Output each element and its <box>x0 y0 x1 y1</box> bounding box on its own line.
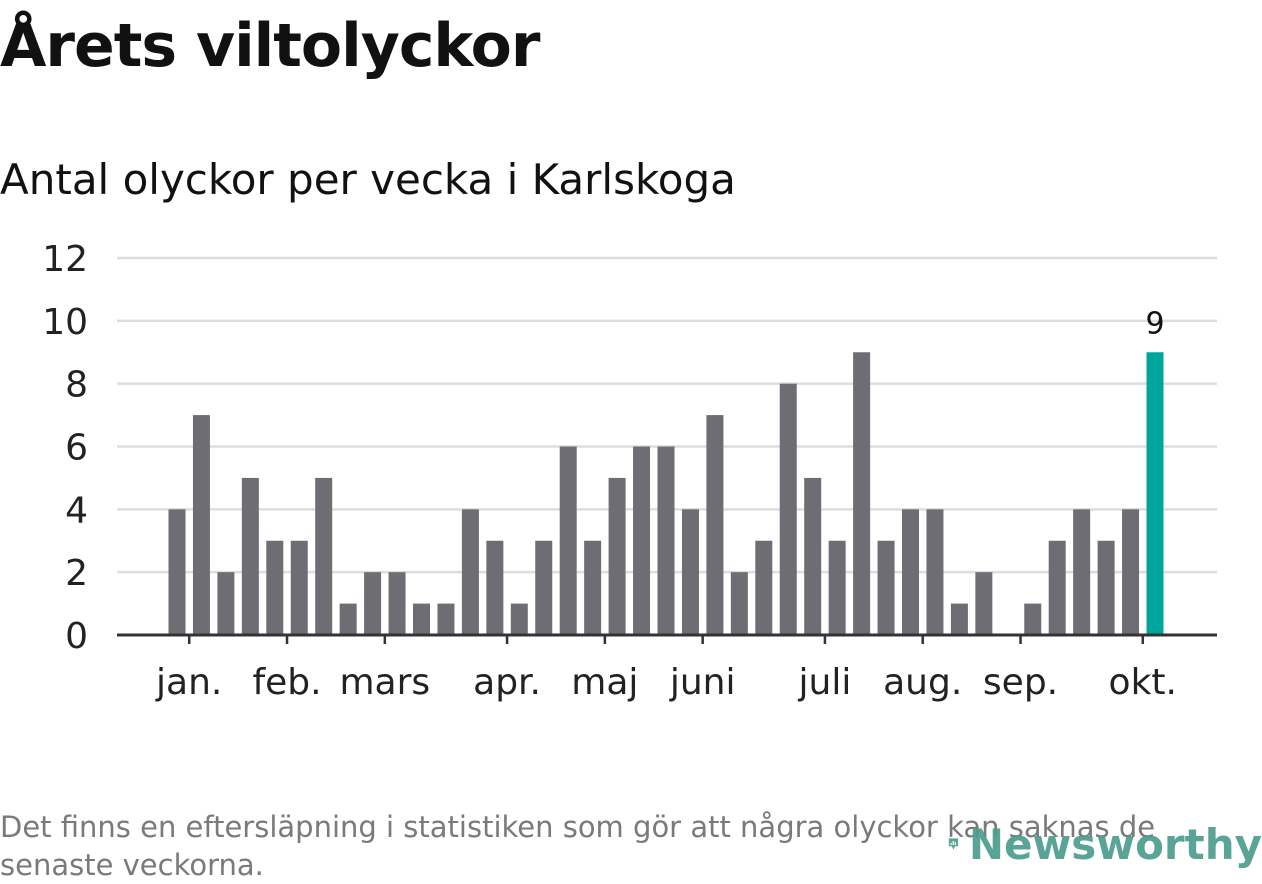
x-tick-label: juli <box>798 662 852 703</box>
bar <box>804 477 822 635</box>
bar <box>388 572 406 635</box>
bar <box>706 415 724 635</box>
y-axis-ticks: 0 2 4 6 8 10 12 <box>42 239 88 657</box>
bar <box>437 603 455 635</box>
brand-name: Newsworthy <box>968 819 1262 869</box>
bar <box>339 603 357 635</box>
y-tick-label: 10 <box>42 302 88 343</box>
brand-logo: Newsworthy <box>948 812 1262 876</box>
bar <box>853 352 871 635</box>
newsworthy-logo-icon <box>948 838 958 850</box>
bar <box>413 603 430 635</box>
bar <box>608 477 626 635</box>
bar <box>633 446 651 635</box>
bar <box>1024 603 1042 635</box>
bar <box>192 415 210 635</box>
bar <box>730 572 748 635</box>
bar <box>1122 509 1140 635</box>
x-tick-label: feb. <box>252 662 321 703</box>
x-tick-label: mars <box>339 662 430 703</box>
x-tick-label: jan. <box>155 662 222 703</box>
bar <box>461 509 479 635</box>
bar <box>657 446 675 635</box>
bar <box>168 509 186 635</box>
bar <box>779 383 797 635</box>
bar <box>266 540 284 635</box>
bar <box>510 603 528 635</box>
footnote: Det finns en eftersläpning i statistiken… <box>0 810 1156 882</box>
x-tick-label: aug. <box>883 662 962 703</box>
y-tick-label: 0 <box>65 616 88 657</box>
y-tick-label: 8 <box>65 365 88 406</box>
y-tick-label: 6 <box>65 428 88 469</box>
bar <box>877 540 895 635</box>
chart-title: Årets viltolyckor <box>0 11 540 81</box>
bar-chart: 0 2 4 6 8 10 12 jan. feb. mars apr. maj juni juli aug… <box>42 239 1217 703</box>
x-tick-label: maj <box>571 662 638 703</box>
bar <box>1048 540 1066 635</box>
y-tick-label: 4 <box>65 490 88 531</box>
bar <box>950 603 968 635</box>
y-tick-label: 2 <box>65 553 88 594</box>
x-tick-label: apr. <box>473 662 541 703</box>
bar <box>902 509 919 635</box>
x-axis-ticks: jan. feb. mars apr. maj juni juli aug. sep. okt. <box>155 635 1177 703</box>
bar <box>828 540 846 635</box>
x-tick-label: sep. <box>983 662 1058 703</box>
y-tick-label: 12 <box>42 239 88 280</box>
bar <box>926 509 944 635</box>
bar <box>755 540 773 635</box>
bar <box>975 572 993 635</box>
x-tick-label: juni <box>669 662 736 703</box>
chart-subtitle: Antal olyckor per vecka i Karlskoga <box>0 155 736 204</box>
bar <box>535 540 553 635</box>
data-labels: 9 <box>1145 306 1164 341</box>
bars <box>168 352 1164 635</box>
bar <box>290 540 308 635</box>
bar <box>315 477 333 635</box>
bar <box>217 572 235 635</box>
bar <box>559 446 577 635</box>
bar <box>1073 509 1091 635</box>
bar-highlighted <box>1146 352 1164 635</box>
bar <box>1097 540 1115 635</box>
bar <box>241 477 259 635</box>
data-label: 9 <box>1145 306 1164 341</box>
bar <box>584 540 602 635</box>
bar <box>681 509 699 635</box>
bar <box>364 572 382 635</box>
x-tick-label: okt. <box>1109 662 1177 703</box>
bar <box>486 540 504 635</box>
